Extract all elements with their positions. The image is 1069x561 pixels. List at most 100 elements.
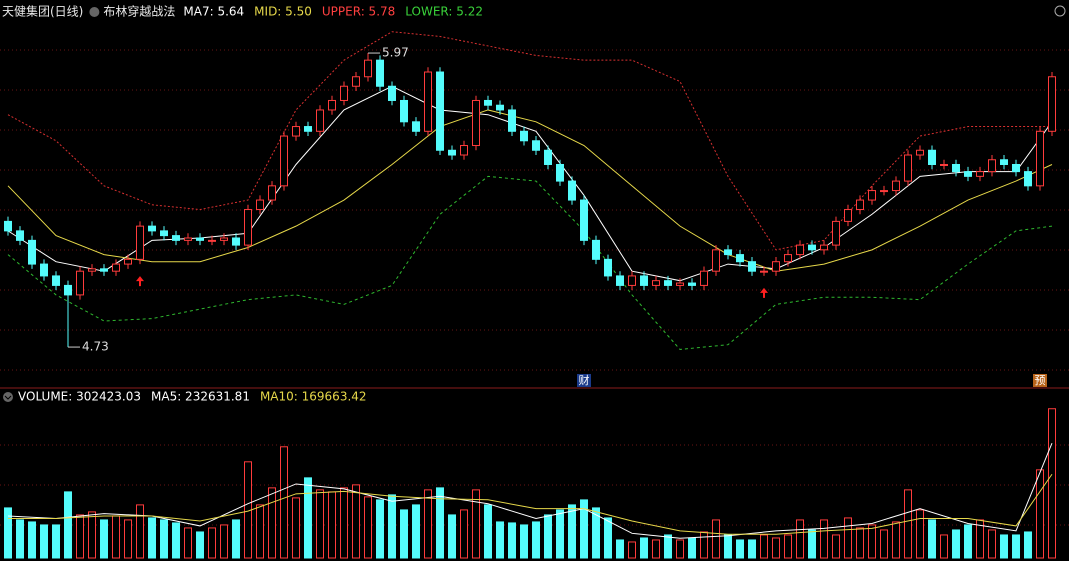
candle-body [220, 237, 228, 241]
candle-body [496, 104, 504, 111]
legend-entry: MID: 5.50 [254, 5, 312, 19]
volume-bar [808, 529, 816, 559]
volume-bar [4, 507, 12, 559]
volume-bar [544, 514, 552, 559]
event-marker [577, 374, 591, 387]
buy-signal-arrow [760, 287, 768, 298]
candle-body [400, 99, 408, 123]
candle-body [592, 239, 600, 260]
volume-bar [724, 534, 732, 559]
candle-body [388, 85, 396, 101]
volume-bar [892, 521, 900, 559]
candle-body [736, 254, 744, 263]
candle-body [616, 275, 624, 286]
candle-body [604, 258, 612, 277]
volume-bar [136, 504, 144, 559]
candle-body [700, 270, 708, 286]
candle-body [832, 220, 840, 246]
volume-bar [220, 524, 228, 559]
volume-bar [1000, 534, 1008, 559]
candle-body [52, 275, 60, 286]
volume-bar [16, 519, 24, 559]
volume-bar [232, 519, 240, 559]
volume-bar [412, 504, 420, 559]
candle-body [664, 280, 672, 286]
candle-body [988, 159, 996, 173]
volume-bar [376, 499, 384, 559]
volume-bar [760, 534, 768, 559]
volume-bar [64, 491, 72, 559]
candle-body [352, 76, 360, 87]
candle-body [76, 270, 84, 296]
volume-bar [28, 521, 36, 559]
volume-bar [688, 537, 696, 559]
candle-body [760, 270, 768, 273]
volume-bar [268, 487, 276, 559]
volume-bar [448, 514, 456, 559]
indicator-line [7, 175, 1053, 350]
candle-body [436, 71, 444, 151]
candle-body [520, 130, 528, 142]
volume-bar [328, 491, 336, 559]
volume-bar [940, 534, 948, 559]
candle-body [784, 254, 792, 263]
volume-bar [616, 539, 624, 559]
candle-body [580, 199, 588, 241]
legend-entry: VOLUME: 302423.03 [18, 390, 141, 404]
buy-signal-arrow [136, 276, 144, 287]
volume-bar [364, 496, 372, 559]
candle-body [1000, 159, 1008, 165]
candle-body [712, 249, 720, 272]
volume-bar [988, 529, 996, 559]
candle-body [460, 145, 468, 156]
candle-body [412, 121, 420, 132]
volume-bar [844, 517, 852, 559]
candle-body [424, 71, 432, 132]
volume-bar [964, 524, 972, 559]
candle-body [640, 275, 648, 286]
candle-body [1048, 76, 1056, 132]
volume-bar [88, 511, 96, 559]
candle-body [772, 261, 780, 272]
volume-bar [280, 446, 288, 559]
volume-bar [796, 519, 804, 559]
volume-bar [52, 524, 60, 559]
volume-bar [436, 487, 444, 559]
volume-bar [424, 489, 432, 559]
candle-body [976, 171, 984, 177]
volume-bar [508, 522, 516, 559]
volume-menu-icon[interactable] [3, 392, 13, 402]
candle-body [364, 59, 372, 78]
candle-body [820, 244, 828, 251]
volume-bar [496, 521, 504, 559]
candle-body [472, 99, 480, 147]
candle-body [244, 209, 252, 246]
candle-body [196, 237, 204, 241]
volume-bar [316, 489, 324, 559]
volume-bar [928, 519, 936, 559]
candle-body [964, 171, 972, 177]
volume-bar [340, 487, 348, 559]
candle-body [376, 59, 384, 87]
volume-bar [772, 537, 780, 559]
legend-entry: UPPER: 5.78 [322, 5, 395, 19]
candle-body [928, 149, 936, 165]
candle-body [316, 109, 324, 132]
candle-body [160, 230, 168, 237]
event-label: 预 [1035, 374, 1046, 387]
volume-bar [868, 524, 876, 559]
settings-icon[interactable] [1054, 5, 1066, 17]
candle-body [16, 230, 24, 241]
volume-bar [124, 519, 132, 559]
candle-body [184, 237, 192, 241]
volume-bar [148, 517, 156, 559]
menu-icon [89, 7, 100, 17]
candle-body [112, 263, 120, 272]
candle-body [868, 190, 876, 201]
candle-body [124, 258, 132, 265]
event-label: 财 [579, 373, 590, 387]
indicator-line [7, 31, 1052, 251]
volume-bar [112, 515, 120, 559]
volume-bar [196, 531, 204, 559]
volume-bar [628, 541, 636, 559]
